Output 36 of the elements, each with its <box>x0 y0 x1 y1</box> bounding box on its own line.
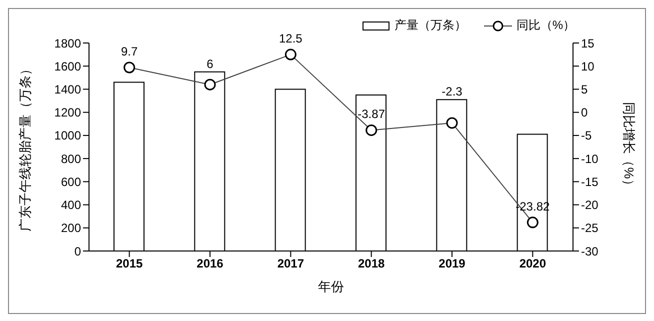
y2-tick-label: -20 <box>581 198 599 212</box>
y2-tick-label: 10 <box>581 59 595 74</box>
x-tick-label: 2016 <box>196 256 224 271</box>
data-label: 12.5 <box>278 32 303 46</box>
y2-tick-label: 0 <box>581 106 588 120</box>
data-label: 9.7 <box>120 44 138 58</box>
y2-tick-label: -15 <box>581 174 599 189</box>
x-tick-label: 2015 <box>116 256 144 271</box>
y-axis-title: 广东子午线轮胎产量（万条） <box>18 62 33 232</box>
y2-tick-label: -5 <box>581 128 592 143</box>
x-tick-label: 2018 <box>358 256 386 271</box>
y2-tick-label: -30 <box>581 244 599 258</box>
y-tick-label: 600 <box>60 174 82 189</box>
y-tick-label: 200 <box>60 221 82 236</box>
data-label: -2.3 <box>442 84 463 99</box>
y-tick-label: 1400 <box>54 82 82 96</box>
y2-tick-label: -25 <box>581 221 599 236</box>
y2-tick-label: -10 <box>581 152 599 166</box>
y-tick-label: 1600 <box>54 59 82 74</box>
y-tick-label: 800 <box>60 152 82 166</box>
x-axis-title: 年份 <box>318 279 344 294</box>
legend-label: 同比（%） <box>516 17 575 34</box>
y2-tick-label: 15 <box>581 36 595 50</box>
x-tick-label: 2020 <box>519 256 546 271</box>
y2-axis-title: 同比增长（%） <box>621 102 636 192</box>
y-tick-label: 1800 <box>54 36 82 50</box>
data-label: 6 <box>206 56 214 71</box>
y-tick-label: 1200 <box>54 106 82 120</box>
y-tick-label: 0 <box>74 244 82 258</box>
y-tick-label: 400 <box>60 198 82 212</box>
x-tick-label: 2017 <box>277 256 304 271</box>
y-tick-label: 1000 <box>54 128 82 143</box>
x-tick-label: 2019 <box>438 256 466 271</box>
data-label: -3.87 <box>358 107 386 122</box>
y2-tick-label: 5 <box>581 82 588 96</box>
legend-label: 产量（万条） <box>394 17 466 34</box>
